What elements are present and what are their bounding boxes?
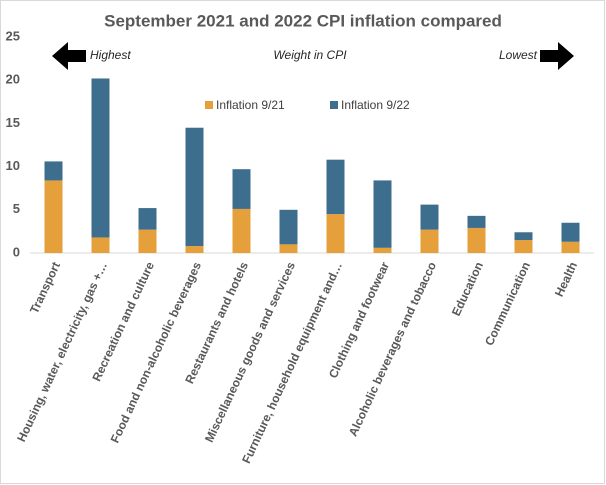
bar-segment xyxy=(514,240,533,253)
bar-segment xyxy=(185,246,204,253)
bar-segment xyxy=(420,229,439,253)
left-arrow xyxy=(52,42,86,70)
annotation: Highest xyxy=(90,48,131,62)
bar-segment xyxy=(185,127,204,247)
bar-segment xyxy=(44,161,63,181)
bar-segment xyxy=(138,208,157,230)
bar-segment xyxy=(373,247,392,253)
bar-segment xyxy=(232,208,251,253)
legend-swatch xyxy=(205,101,213,109)
bar-segment xyxy=(467,227,486,253)
y-tick-label: 10 xyxy=(6,158,20,173)
bar-segment xyxy=(467,215,486,228)
chart-title: September 2021 and 2022 CPI inflation co… xyxy=(104,11,502,30)
y-tick-label: 5 xyxy=(13,201,20,216)
bar-segment xyxy=(514,232,533,241)
bar-segment xyxy=(561,241,580,253)
right-arrow xyxy=(540,42,574,70)
bar-segment xyxy=(373,180,392,248)
bar-segment xyxy=(326,214,345,253)
y-tick-label: 25 xyxy=(6,28,20,43)
bar-segment xyxy=(138,229,157,253)
bar-segment xyxy=(279,244,298,253)
annotation: Weight in CPI xyxy=(273,48,347,62)
legend-label: Inflation 9/22 xyxy=(341,98,410,112)
bar-segment xyxy=(561,222,580,242)
bar-segment xyxy=(326,159,345,215)
bar-segment xyxy=(232,169,251,209)
annotation: Lowest xyxy=(499,48,538,62)
bar-segment xyxy=(279,209,298,245)
bar-segment xyxy=(91,237,110,253)
y-tick-label: 20 xyxy=(6,72,20,87)
bar-segment xyxy=(420,204,439,230)
y-tick-label: 0 xyxy=(13,244,20,259)
y-tick-label: 15 xyxy=(6,115,20,130)
legend-label: Inflation 9/21 xyxy=(216,98,285,112)
bar-segment xyxy=(44,180,63,253)
legend-swatch xyxy=(330,101,338,109)
bar-segment xyxy=(91,78,110,238)
